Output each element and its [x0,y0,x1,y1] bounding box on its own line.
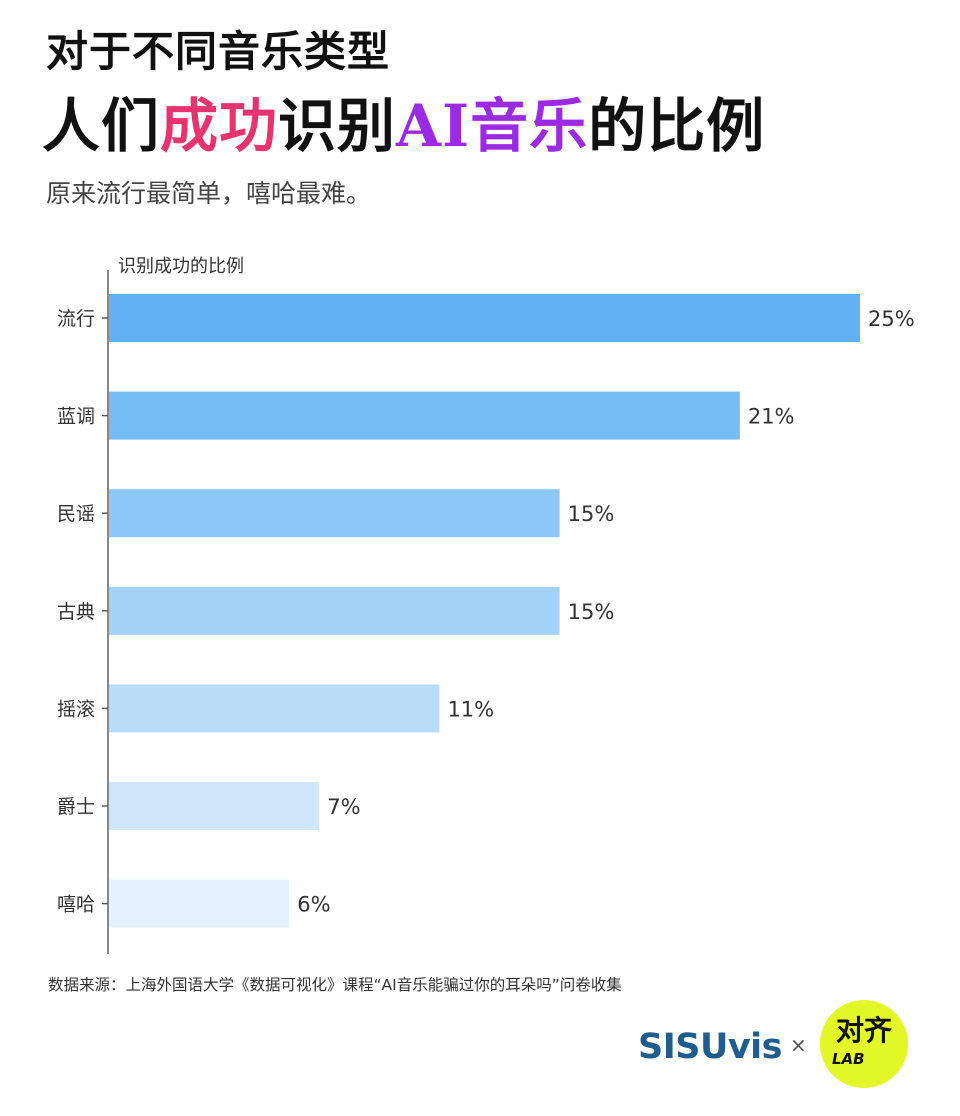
value-label: 7% [327,795,360,819]
bar [109,391,740,440]
value-label: 21% [748,405,795,429]
value-label: 15% [568,502,615,526]
category-label: 爵士 [57,796,95,818]
title-segment-identify: 识别 [278,92,397,160]
category-label: 流行 [57,308,95,330]
category-label: 民谣 [57,503,95,525]
data-source-note: 数据来源：上海外国语大学《数据可视化》课程“AI音乐能骗过你的耳朵吗”问卷收集 [48,976,622,994]
bar [109,489,560,538]
bar [109,684,440,733]
align-lab-logo-sub: LAB [832,1050,865,1068]
chart-subtitle: 原来流行最简单，嘻哈最难。 [46,179,372,208]
bar [109,586,560,635]
value-label: 15% [568,600,615,624]
chart-title-line1: 对于不同音乐类型 [46,27,391,76]
value-label: 11% [447,697,494,721]
sisuvis-logo: SISUvis [638,1027,783,1067]
category-label: 嘻哈 [57,894,95,916]
title-segment-success: 成功 [160,92,279,160]
title-segment-people: 人们 [42,92,161,160]
align-lab-logo-main: 对齐 [835,1014,892,1047]
collaboration-separator: × [790,1033,807,1057]
value-label: 25% [868,307,915,331]
bar [109,879,290,928]
bar [109,294,860,342]
align-lab-logo: 对齐 LAB [820,1000,908,1088]
axis-label: 识别成功的比例 [118,256,244,277]
bar [109,782,320,830]
title-segment-ai-music: AI音乐 [396,92,589,160]
category-label: 摇滚 [57,698,95,720]
chart-title-line2: 人们成功识别AI音乐的比例 [42,86,765,166]
value-label: 6% [297,893,330,917]
category-label: 蓝调 [57,406,95,428]
category-label: 古典 [57,601,95,623]
title-segment-ratio: 的比例 [588,92,766,160]
